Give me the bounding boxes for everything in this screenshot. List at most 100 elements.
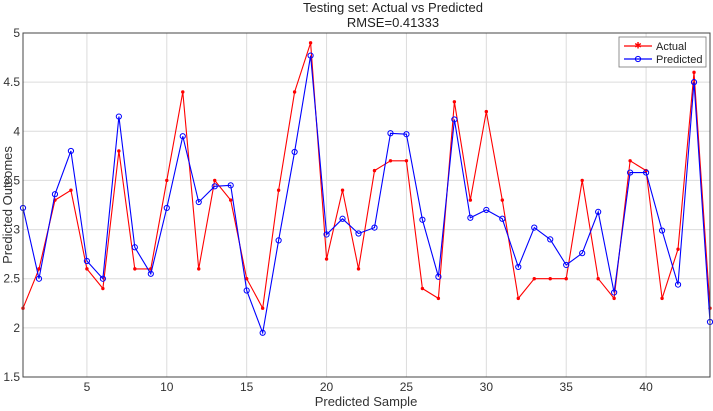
point-predicted xyxy=(339,215,346,222)
x-tick-label: 15 xyxy=(240,380,254,394)
point-actual xyxy=(244,277,249,281)
point-predicted xyxy=(195,198,202,206)
point-predicted xyxy=(371,224,378,231)
point-actual xyxy=(596,277,600,281)
point-predicted xyxy=(467,214,474,221)
point-predicted xyxy=(642,169,650,176)
point-actual xyxy=(260,306,265,310)
point-actual xyxy=(612,296,616,301)
series-predicted xyxy=(19,52,713,336)
point-actual xyxy=(436,296,441,301)
point-actual xyxy=(117,149,121,153)
point-predicted xyxy=(83,257,91,265)
point-predicted xyxy=(131,244,138,251)
series-line-predicted xyxy=(22,55,711,335)
point-actual xyxy=(660,296,664,301)
point-predicted xyxy=(515,263,522,271)
point-actual xyxy=(676,247,680,251)
y-tick-label: 2 xyxy=(13,321,20,335)
point-actual xyxy=(37,267,41,271)
point-actual xyxy=(404,159,409,163)
legend: ✱ Actual Predicted xyxy=(618,36,707,68)
point-actual xyxy=(628,159,632,163)
legend-box xyxy=(618,36,707,68)
y-tick-label: 5 xyxy=(13,26,20,40)
point-predicted xyxy=(690,79,698,86)
point-predicted xyxy=(499,215,506,222)
point-predicted xyxy=(627,169,634,176)
point-actual xyxy=(133,267,137,271)
point-actual xyxy=(165,178,169,183)
point-predicted xyxy=(595,208,602,215)
y-tick-label: 1.5 xyxy=(3,370,20,384)
point-predicted xyxy=(243,287,250,294)
point-actual xyxy=(85,267,89,271)
grid xyxy=(23,32,710,378)
point-predicted xyxy=(658,227,666,234)
point-predicted xyxy=(163,204,170,212)
x-tick-label: 25 xyxy=(400,380,414,394)
series-layer xyxy=(19,41,713,336)
y-tick-label: 4.5 xyxy=(3,75,20,89)
point-predicted xyxy=(67,147,75,155)
x-tick-label: 40 xyxy=(639,380,653,394)
point-predicted xyxy=(483,206,490,214)
point-actual xyxy=(213,178,217,183)
point-actual xyxy=(484,109,489,114)
point-actual xyxy=(197,267,201,271)
point-predicted xyxy=(611,289,618,296)
y-tick-label: 4 xyxy=(13,124,20,138)
point-actual xyxy=(181,90,185,94)
point-predicted xyxy=(435,273,442,280)
point-actual xyxy=(276,188,281,192)
point-predicted xyxy=(51,191,59,198)
point-actual xyxy=(292,90,297,94)
point-predicted xyxy=(115,113,122,120)
x-tick-label: 10 xyxy=(160,380,174,394)
point-actual xyxy=(69,188,73,192)
y-tick-label: 3 xyxy=(13,223,20,237)
point-predicted xyxy=(179,133,186,140)
point-predicted xyxy=(451,116,458,123)
point-actual xyxy=(516,296,520,301)
point-actual xyxy=(692,70,696,75)
point-actual xyxy=(356,267,361,271)
x-axis-label: Predicted Sample xyxy=(315,394,418,409)
tick-labels: 1.5 2 2.5 3 3.5 4 4.5 5 5 10 15 20 25 30 35 40 xyxy=(3,26,653,394)
point-predicted xyxy=(259,329,266,336)
series-line-actual xyxy=(22,42,711,310)
series-actual xyxy=(21,41,712,310)
point-predicted xyxy=(211,183,218,190)
point-actual xyxy=(468,198,473,202)
x-tick-label: 30 xyxy=(480,380,494,394)
point-actual xyxy=(500,198,505,202)
point-predicted xyxy=(674,281,682,288)
point-predicted xyxy=(547,236,554,243)
y-axis-label: Predicted Outcomes xyxy=(0,146,15,264)
point-actual xyxy=(308,41,313,45)
point-actual xyxy=(548,277,552,281)
point-actual xyxy=(228,198,233,202)
point-actual xyxy=(420,286,425,291)
point-predicted xyxy=(307,52,314,59)
point-actual xyxy=(101,286,105,291)
legend-predicted-label: Predicted xyxy=(656,54,702,66)
legend-predicted-marker xyxy=(634,55,642,63)
point-predicted xyxy=(579,250,586,257)
point-actual xyxy=(532,277,536,281)
point-predicted xyxy=(387,130,394,137)
plot-frame xyxy=(22,32,711,378)
point-predicted xyxy=(419,216,426,223)
point-predicted xyxy=(355,230,362,237)
point-predicted xyxy=(291,148,298,156)
x-tick-label: 20 xyxy=(320,380,334,394)
point-predicted xyxy=(147,270,154,277)
point-actual xyxy=(452,100,457,104)
point-actual xyxy=(372,168,377,173)
point-actual xyxy=(324,257,329,261)
chart-subtitle: RMSE=0.41333 xyxy=(347,15,439,30)
point-predicted xyxy=(227,182,234,189)
point-predicted xyxy=(275,237,282,244)
legend-actual-label: Actual xyxy=(656,41,687,53)
point-actual xyxy=(580,178,584,183)
